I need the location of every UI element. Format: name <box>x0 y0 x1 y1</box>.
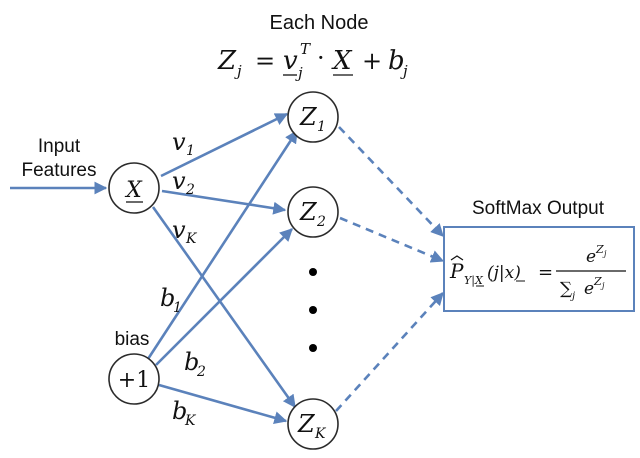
hidden-node-z1-base: Z <box>299 103 318 131</box>
hidden-node-zk-base: Z <box>297 410 316 438</box>
bias-label-b2-sub: 2 <box>196 364 206 380</box>
edge-bias-zk <box>158 383 288 425</box>
edge-zk-output <box>335 292 444 412</box>
hidden-node-z2-base: Z <box>299 198 318 226</box>
bias-label-b1-sub: 1 <box>173 300 182 316</box>
weight-label-v1-sub: 1 <box>186 143 195 159</box>
edge-bias-z2 <box>155 228 293 366</box>
softmax-p-hat <box>450 255 464 261</box>
hidden-node-zk: Z K <box>287 398 339 450</box>
bias-labels: b 1 b 2 b K <box>160 284 206 429</box>
bias-label-bk: b <box>172 397 187 425</box>
bias-label-b2: b <box>184 348 199 376</box>
softmax-den-sup-sub: j <box>600 281 605 290</box>
softmax-den-sup: Z <box>593 275 602 288</box>
weight-label-vk: v <box>172 216 186 244</box>
softmax-p-sub: Y|X <box>464 274 484 288</box>
input-label-line2: Features <box>22 160 97 181</box>
eq-lhs: Z <box>217 46 237 76</box>
bias-label: bias <box>115 329 150 350</box>
edge-bias-z1 <box>146 129 299 360</box>
softmax-equals: = <box>538 262 553 283</box>
hidden-node-z1: Z 1 <box>287 91 339 143</box>
hidden-node-zk-circle <box>287 398 339 450</box>
bias-label-bk-sub: K <box>184 413 197 429</box>
hidden-node-z2-circle <box>287 186 339 238</box>
edge-x-z2 <box>161 189 287 215</box>
bias-label-b1: b <box>160 284 175 312</box>
softmax-den-sum-sub: j <box>570 291 575 302</box>
ellipsis-dot <box>309 306 317 314</box>
weight-label-v2-sub: 2 <box>185 182 195 198</box>
hidden-node-z1-circle <box>287 91 339 143</box>
weight-label-v1: v <box>172 128 186 156</box>
hidden-node-z2-sub: 2 <box>316 214 326 230</box>
softmax-num-base: e <box>586 247 596 267</box>
softmax-num-sup: Z <box>595 243 604 256</box>
edges <box>10 112 445 425</box>
bias-node-circle <box>108 353 160 405</box>
eq-v: v <box>283 46 298 76</box>
eq-lhs-sub: j <box>234 62 242 80</box>
edge-z2-output <box>339 216 445 263</box>
bias-node-label: +1 <box>118 368 150 393</box>
ellipsis-dot <box>309 344 317 352</box>
diagram-title: Each Node <box>270 12 369 34</box>
hidden-node-zk-sub: K <box>314 426 327 442</box>
eq-equals: = <box>255 47 275 75</box>
input-label-line1: Input <box>38 136 81 157</box>
node-equation: Z j = v T j · X + b j <box>217 40 408 82</box>
softmax-output-box <box>443 226 635 312</box>
softmax-num-sup-sub: j <box>602 249 607 258</box>
hidden-node-z2: Z 2 <box>287 186 339 238</box>
eq-plus: + <box>362 47 382 75</box>
eq-v-sub: j <box>295 64 303 82</box>
input-node: X <box>108 162 160 214</box>
edge-z1-output <box>338 126 444 237</box>
softmax-args: (j|x) <box>487 263 521 283</box>
weight-labels: v 1 v 2 v K <box>172 128 198 247</box>
eq-x: X <box>331 46 353 76</box>
edge-x-z1 <box>160 112 289 178</box>
bias-node: +1 <box>108 353 160 405</box>
ellipsis-dots <box>309 268 317 352</box>
ellipsis-dot <box>309 268 317 276</box>
edge-x-zk <box>151 206 297 409</box>
eq-b-sub: j <box>400 62 408 80</box>
eq-b: b <box>388 46 405 76</box>
eq-v-sup: T <box>300 40 311 58</box>
weight-label-vk-sub: K <box>185 231 198 247</box>
weight-label-v2: v <box>172 167 186 195</box>
softmax-den-base: e <box>584 279 594 299</box>
hidden-node-z1-sub: 1 <box>317 119 326 135</box>
eq-dot: · <box>317 44 325 72</box>
softmax-p: P <box>449 259 464 283</box>
softmax-formula: P Y|X (j|x) = e Z j ∑ j e Z j <box>449 243 626 302</box>
input-node-circle <box>108 162 160 214</box>
softmax-title: SoftMax Output <box>472 198 605 219</box>
input-node-label: X <box>124 178 143 203</box>
softmax-den-sum: ∑ <box>560 279 572 299</box>
